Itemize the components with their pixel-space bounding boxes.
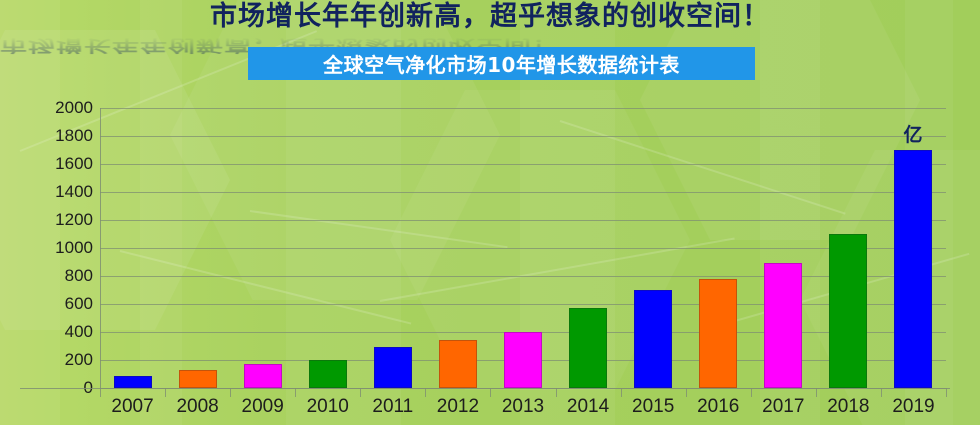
x-axis-line — [20, 388, 950, 389]
bar-2008 — [178, 369, 217, 388]
y-axis-line — [100, 108, 101, 389]
bar-2009 — [243, 363, 282, 388]
bar-2016 — [699, 278, 738, 388]
bar-2007 — [113, 376, 152, 388]
y-axis-tick-label: 800 — [64, 266, 93, 285]
plot-area — [100, 108, 946, 389]
x-axis-tick-label: 2015 — [632, 396, 675, 417]
bar-2013 — [504, 332, 542, 388]
x-axis-tick — [360, 388, 362, 397]
x-axis-tick — [620, 388, 622, 397]
gridline — [100, 248, 946, 249]
x-axis-tick-label: 2013 — [501, 396, 545, 417]
unit-label: 亿 — [903, 124, 923, 146]
gridline — [100, 164, 946, 165]
x-axis-tick-label: 2017 — [762, 396, 805, 417]
x-axis-tick — [230, 388, 232, 397]
x-axis-tick-label: 2011 — [372, 396, 414, 417]
bar-2010 — [308, 360, 347, 388]
y-axis-tick-label: 1200 — [55, 210, 93, 229]
y-axis-labels: 2000180016001400120010008006004002000 — [5, 0, 93, 425]
y-axis-tick-label: 200 — [64, 350, 93, 369]
y-axis-tick-label: 1000 — [55, 238, 93, 257]
page-title: 市场增长年年创新高，超乎想象的创收空间！ — [210, 1, 770, 32]
x-axis-tick-label: 2018 — [827, 396, 870, 417]
bar-2019 — [894, 150, 933, 388]
gridline — [100, 192, 946, 193]
header: 市场增长年年创新高，超乎想象的创收空间！ — [0, 0, 980, 46]
bar-2017 — [764, 263, 803, 388]
y-axis-tick-label: 1800 — [55, 126, 93, 145]
gridline — [100, 108, 946, 109]
x-axis-tick — [946, 388, 947, 397]
gridline — [100, 220, 946, 221]
x-axis-tick-label: 2016 — [697, 396, 740, 417]
x-axis-tick — [425, 388, 427, 397]
y-axis-tick-label: 1400 — [55, 182, 93, 201]
x-axis-tick-label: 2012 — [436, 396, 480, 417]
x-axis-tick — [685, 388, 687, 397]
x-axis-tick-label: 2010 — [306, 396, 349, 417]
x-axis-tick — [490, 388, 492, 397]
x-axis-tick — [165, 388, 167, 397]
x-axis-tick — [750, 388, 752, 397]
bar-2018 — [829, 234, 868, 388]
y-axis-tick-label: 600 — [64, 294, 93, 313]
gridline — [100, 276, 946, 277]
x-axis-tick-label: 2007 — [111, 396, 154, 417]
bar-2012 — [438, 340, 477, 388]
bar-2014 — [569, 308, 608, 388]
gridline — [100, 304, 946, 305]
y-axis-tick-label: 400 — [64, 322, 93, 341]
gridline — [100, 136, 946, 137]
x-axis-tick-label: 2008 — [176, 396, 219, 417]
subtitle-banner-label: 全球空气净化市场10年增长数据统计表 — [323, 53, 680, 77]
y-axis-tick-label: 0 — [13, 378, 93, 398]
x-axis-labels: 2007 2008 2009 2010 2011 2012 2013 2014 2015 2016… — [0, 396, 980, 425]
x-axis-tick — [295, 388, 297, 397]
y-axis-tick-label: 1600 — [55, 154, 93, 173]
x-axis-tick — [880, 388, 882, 397]
bar-2015 — [634, 290, 673, 388]
x-axis-tick-label: 2019 — [892, 396, 935, 417]
bar-2011 — [373, 347, 412, 388]
x-axis-tick — [100, 388, 101, 397]
x-axis-tick-label: 2009 — [241, 396, 284, 417]
x-axis-tick-label: 2014 — [566, 396, 610, 417]
x-axis-tick — [555, 388, 557, 397]
subtitle-banner: 全球空气净化市场10年增长数据统计表 — [248, 47, 755, 80]
x-axis-tick — [815, 388, 817, 397]
y-axis-tick-label: 2000 — [55, 98, 93, 117]
